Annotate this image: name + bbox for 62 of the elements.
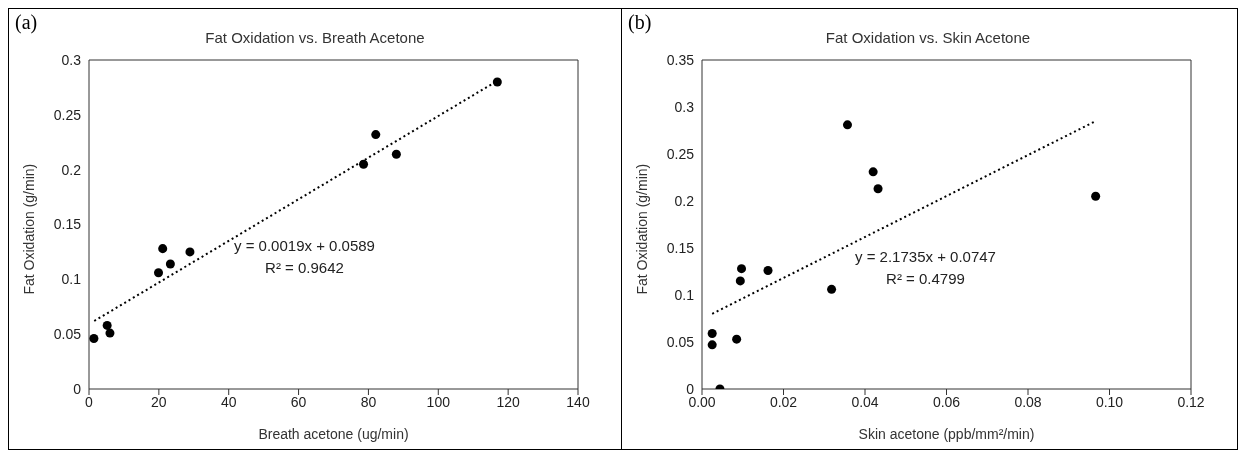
x-tick-label: 0.06 xyxy=(932,393,961,410)
point xyxy=(873,184,883,194)
annotation: y = 0.0019x + 0.0589 xyxy=(234,236,375,256)
x-tick-label: 140 xyxy=(566,393,590,410)
annotation: R² = 0.4799 xyxy=(885,269,966,289)
y-tick-label: 0.1 xyxy=(61,271,82,288)
y-tick-label: 0.2 xyxy=(674,192,695,209)
point xyxy=(827,284,837,294)
y-tick-label: 0 xyxy=(73,380,82,397)
x-tick-label: 0.10 xyxy=(1095,393,1124,410)
x-tick-label: 0.04 xyxy=(851,393,879,410)
point xyxy=(763,266,773,276)
point xyxy=(153,268,164,278)
point xyxy=(102,320,112,330)
y-tick-label: 0.2 xyxy=(61,161,82,178)
point xyxy=(868,167,878,177)
text: (b) xyxy=(628,11,652,34)
x-tick-label: 60 xyxy=(290,393,307,410)
y-tick-label: 0.3 xyxy=(674,98,695,115)
x-tick-label: 40 xyxy=(220,393,237,410)
point xyxy=(732,334,742,344)
y-tick-label: 0.05 xyxy=(53,326,82,343)
annotation: R² = 0.9642 xyxy=(264,258,345,278)
point xyxy=(158,244,168,254)
chart-title: Fat Oxidation vs. Breath Acetone xyxy=(205,29,425,46)
point xyxy=(737,264,747,274)
point xyxy=(735,276,745,286)
y-axis-title: Fat Oxidation (g/min) xyxy=(633,163,650,295)
point xyxy=(371,130,381,140)
x-axis-title: Skin acetone (ppb/mm²/min) xyxy=(858,426,1035,442)
point xyxy=(1091,191,1101,201)
x-tick-label: 100 xyxy=(426,393,451,410)
point xyxy=(492,77,502,87)
x-tick-label: 0 xyxy=(85,393,94,410)
x-tick-label: 20 xyxy=(151,393,167,410)
x-tick-label: 0.12 xyxy=(1177,393,1205,410)
x-tick-label: 80 xyxy=(360,393,377,410)
annotation: y = 2.1735x + 0.0747 xyxy=(855,247,996,267)
x-tick-label: 0.08 xyxy=(1014,393,1042,410)
y-tick-label: 0.3 xyxy=(61,51,82,68)
point xyxy=(391,149,401,159)
point xyxy=(707,329,717,339)
y-tick-label: 0.25 xyxy=(53,106,82,123)
chart-title: Fat Oxidation vs. Skin Acetone xyxy=(825,29,1031,46)
x-axis-title: Breath acetone (ug/min) xyxy=(258,426,409,442)
x-tick-label: 0.02 xyxy=(769,393,798,410)
y-tick-label: 0.05 xyxy=(666,333,695,350)
point xyxy=(105,328,115,338)
point xyxy=(165,259,175,269)
y-tick-label: 0.1 xyxy=(674,286,695,303)
point xyxy=(89,334,99,344)
y-tick-label: 0.15 xyxy=(53,216,82,233)
point xyxy=(359,159,369,169)
text: (a) xyxy=(15,11,38,34)
point xyxy=(842,120,852,130)
y-axis-title: Fat Oxidation (g/min) xyxy=(20,163,37,295)
y-tick-label: 0.35 xyxy=(666,51,695,68)
point xyxy=(707,340,717,350)
y-tick-label: 0.15 xyxy=(666,239,695,256)
x-tick-label: 120 xyxy=(496,393,521,410)
y-tick-label: 0.25 xyxy=(666,145,695,162)
point xyxy=(185,247,195,257)
